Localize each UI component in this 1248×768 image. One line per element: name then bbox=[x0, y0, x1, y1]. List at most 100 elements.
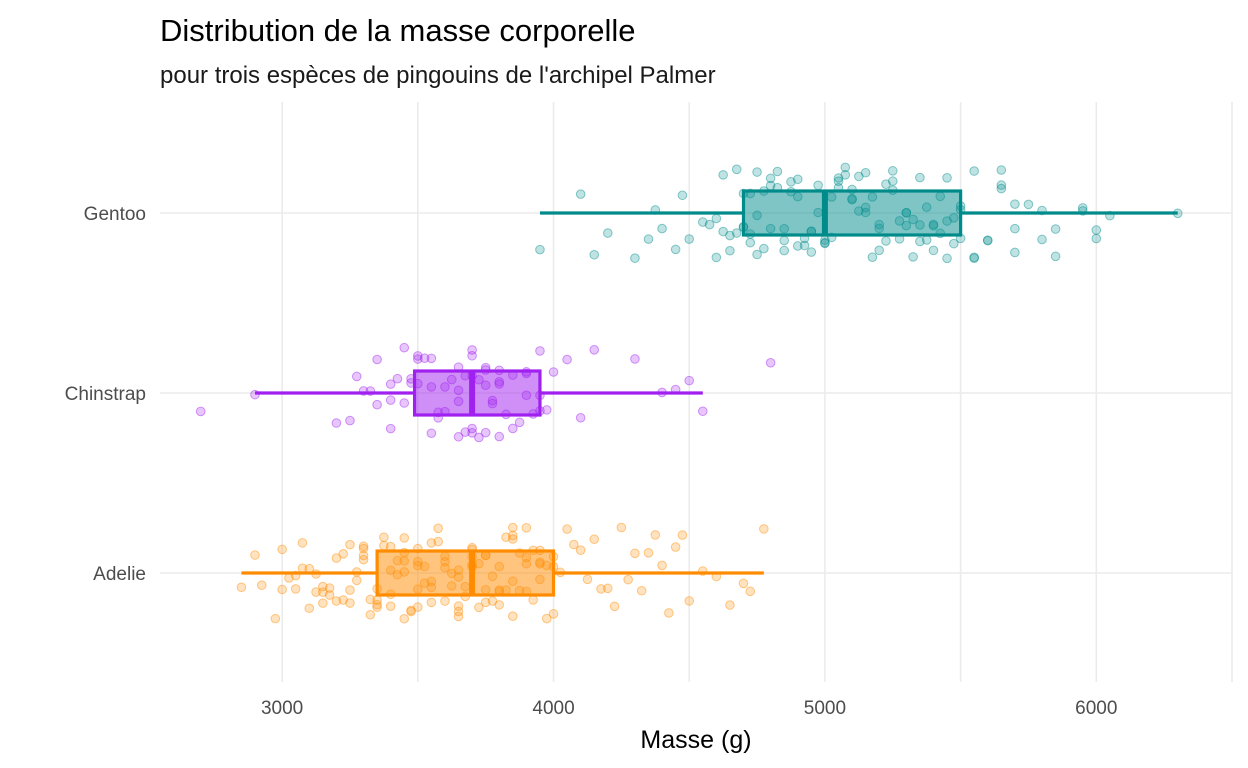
data-point bbox=[385, 395, 396, 405]
data-point bbox=[630, 548, 640, 559]
data-point bbox=[799, 240, 810, 251]
data-point bbox=[324, 590, 335, 600]
data-point bbox=[318, 581, 328, 592]
data-point bbox=[318, 587, 328, 597]
data-point bbox=[677, 530, 688, 540]
boxplot-gentoo bbox=[539, 189, 1178, 237]
data-point bbox=[589, 534, 600, 545]
data-point bbox=[697, 217, 708, 227]
data-point bbox=[487, 596, 498, 606]
data-point bbox=[372, 399, 382, 410]
data-point bbox=[351, 371, 362, 382]
data-point bbox=[426, 428, 437, 439]
data-point bbox=[915, 236, 925, 247]
data-point bbox=[345, 598, 355, 608]
data-point bbox=[820, 235, 830, 245]
data-point bbox=[433, 536, 443, 547]
data-point bbox=[358, 543, 369, 554]
data-point bbox=[908, 252, 918, 262]
data-point bbox=[1050, 224, 1061, 234]
data-point bbox=[765, 173, 776, 184]
data-point bbox=[358, 554, 369, 565]
data-point bbox=[365, 594, 376, 605]
data-point bbox=[338, 595, 348, 605]
data-point bbox=[345, 539, 355, 550]
data-point bbox=[602, 583, 613, 594]
data-point bbox=[413, 602, 423, 612]
data-point bbox=[1010, 223, 1020, 234]
data-point bbox=[385, 601, 396, 611]
data-point bbox=[731, 164, 742, 175]
boxplot-chinstrap bbox=[254, 369, 703, 417]
data-point bbox=[887, 166, 898, 176]
data-point bbox=[752, 249, 762, 260]
data-point bbox=[433, 523, 443, 534]
data-point bbox=[969, 166, 979, 176]
data-point bbox=[1077, 203, 1088, 213]
data-point bbox=[928, 245, 939, 256]
data-point bbox=[711, 252, 722, 263]
data-point bbox=[508, 423, 518, 434]
data-point bbox=[731, 228, 742, 238]
data-point bbox=[969, 253, 979, 264]
data-point bbox=[453, 431, 464, 442]
data-point bbox=[277, 584, 287, 595]
data-point bbox=[494, 600, 505, 610]
box bbox=[375, 549, 556, 597]
data-point bbox=[508, 522, 518, 533]
data-point bbox=[609, 601, 620, 612]
data-point bbox=[779, 235, 790, 246]
data-point bbox=[718, 226, 728, 237]
data-point bbox=[338, 549, 348, 559]
data-point bbox=[921, 235, 932, 245]
data-point bbox=[372, 595, 382, 605]
y-tick-label: Adelie bbox=[93, 564, 146, 585]
data-point bbox=[345, 585, 355, 595]
data-point bbox=[270, 613, 281, 624]
data-point bbox=[494, 431, 505, 442]
data-point bbox=[385, 379, 396, 389]
data-point bbox=[684, 375, 695, 386]
data-point bbox=[643, 234, 654, 244]
data-point bbox=[969, 252, 979, 263]
x-axis-ticks: 3000 4000 5000 6000 bbox=[261, 698, 1117, 719]
data-point bbox=[508, 611, 518, 622]
data-point bbox=[453, 601, 464, 611]
data-point bbox=[480, 597, 491, 608]
data-point bbox=[256, 580, 267, 590]
data-point bbox=[318, 598, 328, 608]
data-point bbox=[786, 177, 796, 187]
data-point bbox=[589, 249, 600, 260]
data-point bbox=[399, 398, 410, 408]
x-axis-title: Masse (g) bbox=[640, 726, 751, 754]
data-point bbox=[765, 357, 776, 368]
data-point bbox=[759, 524, 769, 534]
data-point bbox=[677, 190, 688, 201]
data-point bbox=[467, 428, 477, 438]
data-point bbox=[311, 587, 321, 597]
data-point bbox=[840, 162, 851, 173]
data-point bbox=[684, 596, 695, 606]
data-point bbox=[569, 539, 579, 550]
data-point bbox=[1010, 199, 1020, 209]
data-point bbox=[881, 179, 891, 189]
data-point bbox=[820, 238, 830, 249]
data-point bbox=[426, 538, 437, 548]
data-point bbox=[630, 253, 640, 263]
data-point bbox=[745, 586, 756, 597]
data-point bbox=[711, 213, 722, 224]
data-point bbox=[290, 584, 301, 594]
data-point bbox=[528, 595, 538, 605]
data-point bbox=[664, 608, 674, 618]
data-point bbox=[684, 234, 695, 244]
x-tick-label: 4000 bbox=[532, 698, 574, 719]
data-point bbox=[942, 253, 952, 264]
data-point bbox=[399, 613, 410, 624]
data-point bbox=[657, 560, 667, 571]
data-point bbox=[331, 553, 342, 563]
data-point bbox=[467, 350, 477, 361]
data-point bbox=[772, 166, 783, 177]
data-point bbox=[820, 237, 830, 248]
y-axis-ticks: Adelie Chinstrap Gentoo bbox=[65, 204, 146, 585]
box bbox=[741, 189, 963, 237]
